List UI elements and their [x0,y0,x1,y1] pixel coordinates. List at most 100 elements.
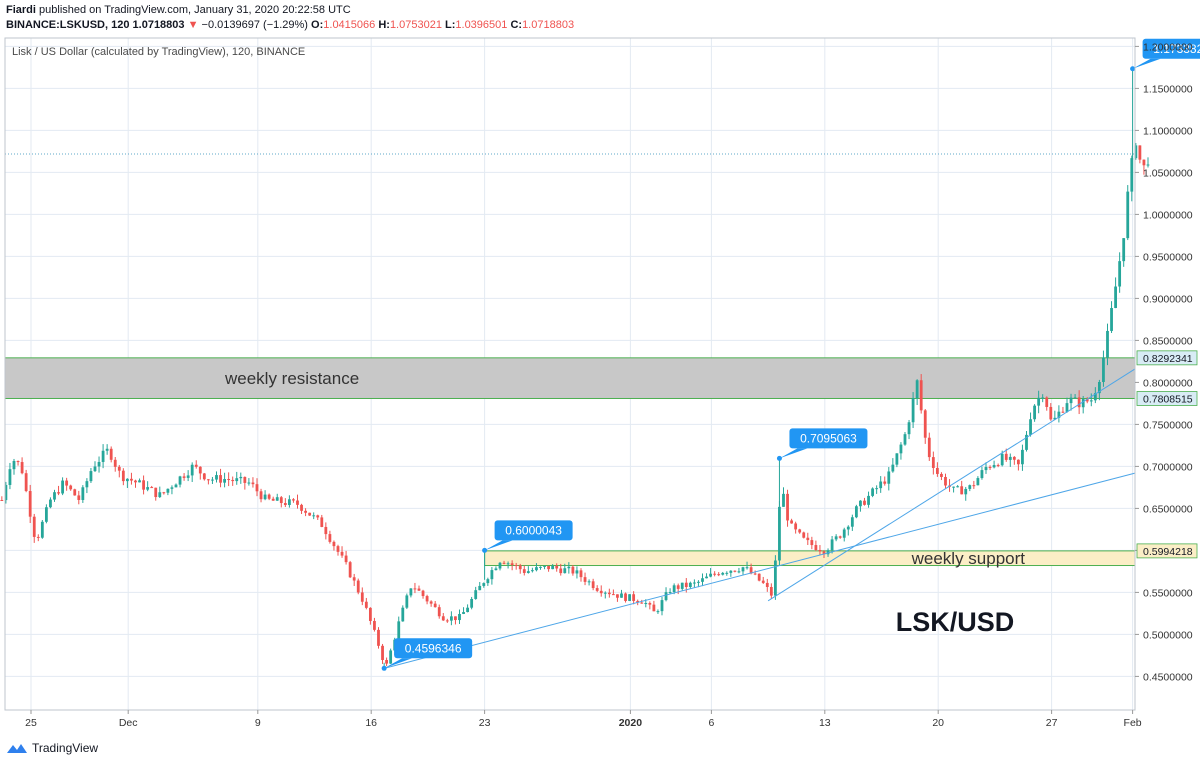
price-axis[interactable]: 0.45000000.50000000.55000000.60000000.65… [1135,41,1198,683]
candle-body [891,464,895,472]
candle [923,408,927,444]
candle-body [405,595,409,608]
candle [16,460,20,466]
trendlines[interactable] [384,368,1136,669]
candle-body [733,570,737,572]
candle [498,561,502,571]
candle-body [632,594,636,601]
candle-body [89,471,93,482]
candle-body [1126,191,1130,239]
candle [320,514,324,528]
candle-body [640,602,644,604]
candle-body [620,593,623,598]
candle-body [555,565,559,569]
candle [292,498,295,503]
price-chart[interactable]: weekly resistance weekly support 1.173382… [0,0,1200,740]
candle-body [154,487,158,498]
candle-body [709,573,712,577]
candle-body [1093,393,1097,401]
candle-body [287,499,291,505]
candle [121,468,125,486]
candle-body [320,517,324,527]
x-tick-label: 13 [819,717,831,729]
candle [437,604,441,619]
candle [620,589,623,598]
change-arrow-icon: ▼ [187,19,199,31]
candle-body [510,563,514,566]
candle [275,493,279,501]
candle [988,465,992,470]
candle-body [255,484,259,492]
candle [1089,393,1093,407]
candle-body [1025,434,1028,450]
candle [474,586,478,600]
candle-body [644,603,648,605]
candle [1041,394,1045,403]
low-label: L: [445,19,456,31]
candle-body [575,570,579,574]
price-zones: weekly resistance weekly support [4,357,1136,568]
marker-box [1142,38,1200,59]
candle-body [0,500,4,501]
time-axis[interactable]: 25Dec9162320206132027Feb1017 [25,710,1200,729]
candle-body [834,536,838,540]
candle [522,565,526,576]
candle-body [915,380,919,399]
candle [259,488,263,503]
candle [935,462,939,477]
candle-body [502,562,506,564]
candle [170,485,174,495]
candle-body [697,581,700,583]
candle [668,588,672,594]
candle [628,594,631,602]
candle-body [1134,145,1138,159]
candle [830,535,834,554]
candle-body [749,567,753,574]
candle-body [211,479,214,481]
marker-pointer [779,448,808,459]
axis-price-marker-label: 0.5994218 [1143,546,1193,558]
candle-body [77,495,81,500]
candle [583,572,587,586]
candle-body [381,645,384,661]
price-markers[interactable]: 1.1733829 0.7095063 0.6000043 0.4596346 [381,38,1200,671]
candle [1045,396,1049,411]
candle [215,471,218,483]
candle-body [927,437,931,458]
candle [381,643,384,664]
candle [32,513,36,543]
candle-body [134,480,137,483]
candle-body [810,540,814,546]
candle [911,392,915,429]
candle-body [32,516,36,537]
candle-body [1061,411,1065,413]
candle [194,460,198,469]
candle [761,576,765,585]
plot-frame [4,37,1136,711]
candle-body [324,526,328,535]
footer-brand[interactable]: TradingView [6,741,98,755]
candle-body [842,529,846,538]
x-tick-label: 25 [25,717,37,729]
marker-box [789,428,868,449]
candle [101,444,105,469]
candle [364,597,368,610]
candle-body [1037,397,1041,406]
candle [1053,410,1057,421]
author-name[interactable]: Fiardi [6,4,36,16]
candle-body [611,594,615,596]
candle [227,472,231,487]
marker-pointer [1132,58,1161,69]
marker-label: 0.4596346 [405,641,462,655]
candle-body [818,550,822,552]
candle [158,486,162,499]
candle [198,466,202,480]
candle-body [814,545,818,551]
candle [109,446,113,463]
open-label: O: [311,19,324,31]
candle-body [69,485,73,490]
candle-body [648,603,652,605]
candle [1085,397,1089,404]
candle-body [769,586,773,596]
candle-body [8,469,12,485]
